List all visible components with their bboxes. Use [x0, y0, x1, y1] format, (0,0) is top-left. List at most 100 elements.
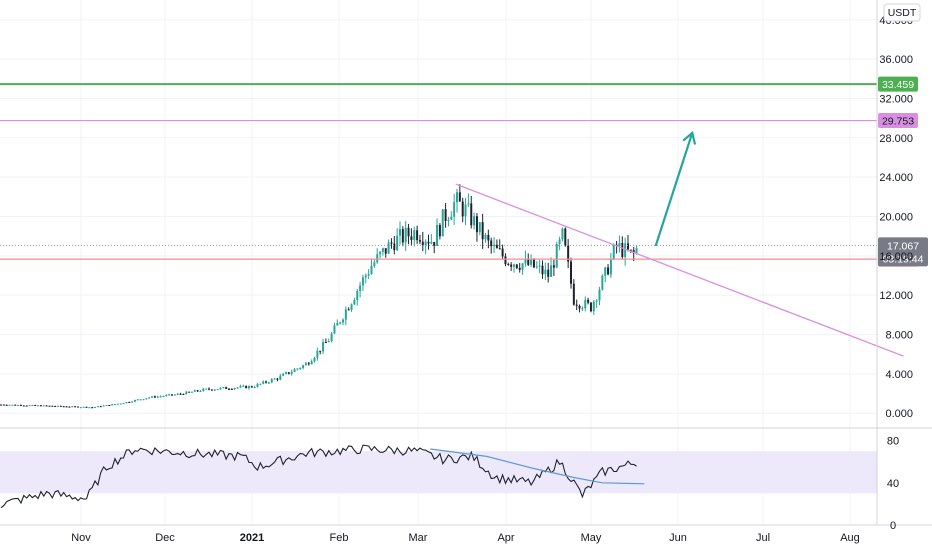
candle — [39, 405, 42, 407]
target-level-label: 29.753 — [882, 116, 914, 128]
candle — [216, 389, 219, 391]
candle — [384, 248, 387, 254]
x-tick-label: Mar — [409, 532, 428, 544]
candle — [478, 222, 481, 233]
candle — [65, 406, 68, 408]
candle — [151, 396, 154, 398]
candle — [42, 405, 45, 407]
last-price-badge — [878, 237, 928, 267]
candle — [213, 389, 216, 391]
candle — [387, 242, 390, 254]
candle — [202, 388, 205, 392]
candle — [601, 275, 604, 290]
candle — [612, 244, 615, 259]
candle — [507, 264, 510, 266]
candle — [333, 325, 336, 334]
candle — [587, 299, 590, 303]
candle — [490, 240, 493, 247]
candle — [450, 216, 453, 220]
candle — [521, 263, 524, 270]
candle — [473, 216, 476, 226]
candle — [228, 388, 230, 390]
candle — [572, 283, 575, 305]
candle — [225, 387, 228, 389]
candle — [564, 228, 567, 246]
candle — [208, 388, 211, 390]
candle — [310, 361, 313, 365]
candle — [336, 322, 339, 326]
candle — [589, 302, 592, 312]
y-tick-label: 4.000 — [885, 369, 913, 381]
x-tick-label: May — [581, 532, 602, 544]
candle — [245, 385, 248, 389]
candle — [230, 388, 233, 390]
arrow-head[interactable] — [682, 130, 697, 145]
candle — [581, 308, 584, 310]
candle — [373, 262, 376, 266]
candle — [307, 363, 310, 365]
candle — [475, 216, 478, 233]
candle — [105, 405, 108, 407]
candle — [273, 378, 276, 380]
candle — [176, 393, 179, 395]
candle — [467, 203, 470, 205]
candle — [441, 209, 444, 237]
candle — [153, 396, 156, 398]
candle — [353, 300, 356, 305]
candle — [190, 391, 193, 393]
candle — [99, 406, 102, 408]
trendline[interactable] — [455, 183, 904, 357]
candle — [484, 234, 487, 240]
candle — [547, 269, 550, 277]
candle — [136, 399, 139, 401]
currency-label-box[interactable] — [883, 3, 921, 22]
candle — [253, 387, 256, 389]
candle — [62, 406, 65, 408]
candle — [133, 399, 136, 402]
candle — [381, 248, 384, 252]
candle — [401, 229, 404, 243]
candle — [108, 405, 111, 407]
candle — [51, 405, 54, 407]
candle — [561, 228, 564, 240]
currency-label[interactable]: USDT — [888, 7, 917, 19]
candle — [31, 404, 34, 406]
candle — [68, 406, 71, 408]
candle — [242, 385, 245, 387]
candle — [304, 363, 307, 366]
y-tick-label: 8.000 — [885, 330, 913, 342]
resistance-level-label: 33.459 — [882, 79, 914, 91]
candle — [621, 242, 624, 257]
candle — [267, 382, 270, 384]
x-tick-label: Apr — [497, 532, 514, 544]
candle — [219, 387, 222, 390]
candle — [25, 405, 28, 407]
candle — [592, 301, 595, 312]
candle — [322, 342, 325, 352]
candle — [364, 275, 367, 278]
candle — [48, 405, 51, 407]
rsi-line — [0, 444, 637, 509]
candle — [481, 222, 484, 240]
candle — [604, 267, 607, 276]
candle — [504, 256, 507, 265]
candle — [584, 299, 587, 309]
candle — [293, 369, 296, 372]
candle — [627, 243, 629, 250]
candle — [171, 394, 173, 396]
projection-arrow[interactable] — [654, 130, 697, 247]
candle — [139, 399, 142, 401]
candle — [319, 350, 322, 352]
candle — [367, 273, 370, 276]
candle — [427, 241, 430, 244]
candle — [461, 201, 464, 217]
candle — [142, 399, 145, 401]
y-tick-label: 16.000 — [879, 251, 913, 263]
candle — [396, 235, 399, 251]
candle — [71, 406, 74, 408]
y-tick-label: 28.000 — [879, 133, 913, 145]
candle — [327, 341, 330, 343]
arrow-shaft[interactable] — [654, 132, 694, 247]
